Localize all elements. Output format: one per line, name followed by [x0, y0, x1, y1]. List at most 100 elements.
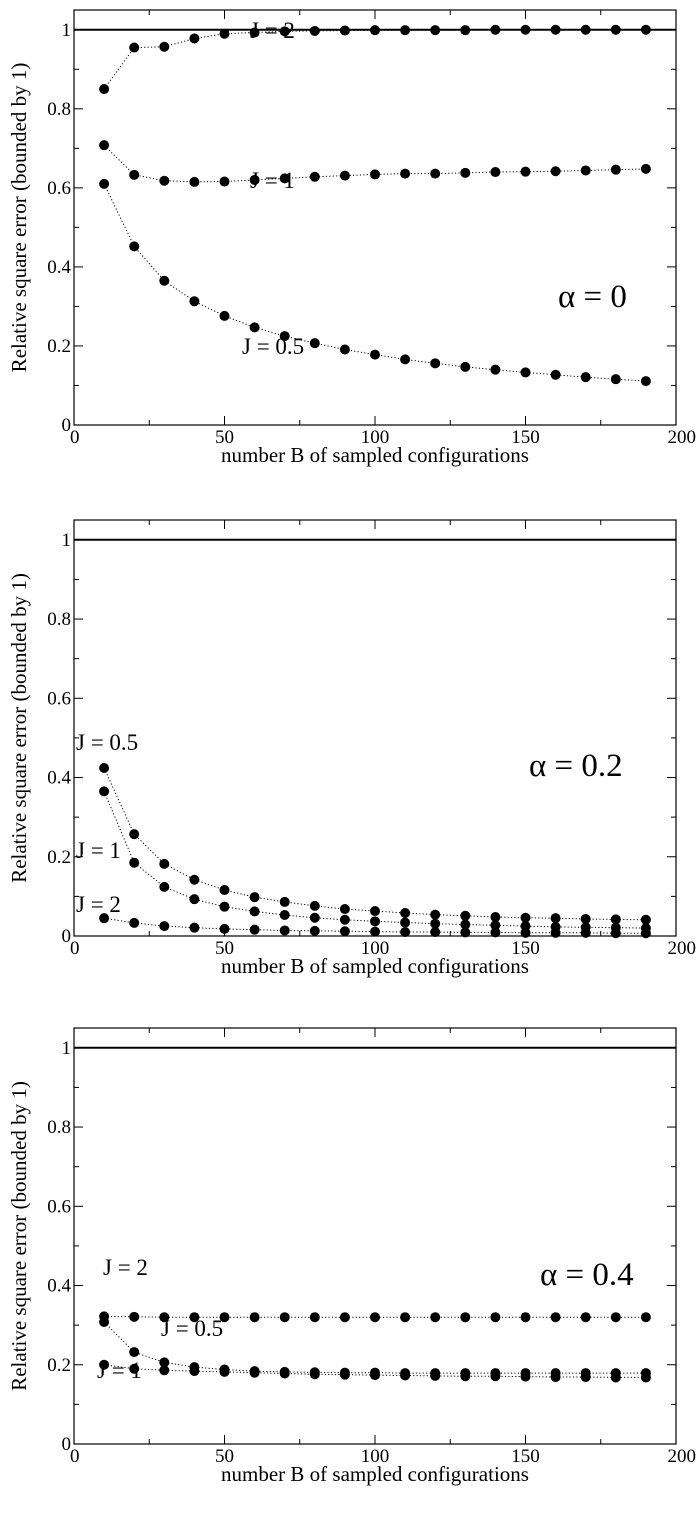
data-point	[370, 1370, 380, 1381]
data-point	[640, 376, 651, 387]
data-point	[370, 349, 380, 360]
alpha-annotation: α = 0.2	[529, 748, 623, 784]
series-line	[103, 29, 646, 90]
series-1: J = 2	[99, 18, 651, 95]
data-point	[219, 310, 230, 321]
data-point	[370, 25, 380, 36]
data-point	[339, 25, 350, 36]
series-3: J = 0.5	[99, 178, 651, 387]
data-point	[490, 927, 501, 938]
data-point	[400, 917, 411, 928]
data-point	[309, 171, 320, 182]
data-point	[460, 910, 471, 921]
data-point	[279, 26, 290, 37]
x-axis-title: number B of sampled configurations	[221, 954, 529, 978]
data-point	[279, 910, 290, 921]
data-point	[520, 1312, 531, 1323]
data-point	[430, 25, 441, 36]
series-label: J = 0.5	[76, 730, 138, 755]
data-point	[189, 33, 200, 44]
y-tick-label: 0.2	[47, 847, 71, 868]
data-point	[159, 881, 170, 892]
data-point	[490, 24, 501, 35]
data-point	[189, 176, 200, 187]
data-point	[490, 1312, 501, 1323]
x-axis-title: number B of sampled configurations	[221, 1462, 529, 1486]
y-axis-title: Relative square error (bounded by 1)	[7, 573, 31, 883]
data-point	[430, 909, 441, 920]
series-label: J = 0.5	[161, 1316, 223, 1341]
x-tick-label: 200	[668, 1446, 697, 1467]
data-point	[219, 901, 230, 912]
data-point	[640, 1312, 651, 1323]
x-tick-label: 150	[511, 427, 540, 448]
data-point	[460, 919, 471, 930]
data-point	[249, 892, 260, 903]
data-point	[520, 166, 531, 177]
series-label: J = 0.5	[242, 334, 304, 359]
data-point	[219, 1366, 230, 1377]
series-1: J = 0.5	[76, 730, 651, 925]
data-point	[279, 1368, 290, 1379]
data-point	[339, 1369, 350, 1380]
data-point	[249, 322, 260, 333]
data-point	[309, 1312, 320, 1323]
plot-frame	[73, 519, 677, 937]
series-2: J = 1	[76, 786, 651, 934]
data-point	[159, 275, 170, 286]
y-tick-label: 0.4	[47, 257, 71, 278]
data-point	[219, 923, 230, 934]
data-point	[129, 1347, 140, 1358]
data-point	[610, 24, 621, 35]
data-point	[640, 928, 651, 939]
plot-frame	[73, 9, 677, 426]
data-point	[279, 331, 290, 342]
data-point	[430, 927, 441, 938]
data-point	[99, 178, 110, 189]
data-point	[610, 164, 621, 175]
data-point	[339, 170, 350, 181]
data-point	[550, 927, 561, 938]
x-tick-label: 100	[361, 1446, 390, 1467]
x-tick-label: 0	[70, 1446, 80, 1467]
data-point	[430, 358, 441, 369]
data-point	[550, 913, 561, 924]
data-point	[580, 927, 591, 938]
x-tick-label: 200	[668, 427, 697, 448]
alpha-annotation: α = 0.4	[540, 1257, 634, 1293]
data-point	[189, 1366, 200, 1377]
data-point	[520, 912, 531, 923]
data-point	[610, 374, 621, 385]
data-point	[99, 84, 110, 95]
data-point	[249, 1367, 260, 1378]
data-point	[610, 1372, 621, 1383]
x-tick-label: 0	[70, 938, 80, 959]
data-point	[219, 885, 230, 896]
data-point	[400, 908, 411, 919]
y-tick-label: 0.2	[47, 1355, 71, 1376]
data-point	[550, 166, 561, 177]
data-point	[99, 140, 110, 151]
data-point	[99, 763, 110, 774]
data-point	[430, 918, 441, 929]
data-point	[580, 1372, 591, 1383]
y-tick-label: 0.4	[47, 768, 71, 789]
data-point	[550, 1312, 561, 1323]
data-point	[610, 928, 621, 939]
data-point	[159, 1365, 170, 1376]
data-point	[490, 364, 501, 375]
series-line	[103, 767, 646, 921]
data-point	[129, 1363, 140, 1374]
series-3: J = 1	[97, 1358, 651, 1383]
data-point	[430, 1312, 441, 1323]
data-point	[309, 912, 320, 923]
x-tick-label: 200	[668, 938, 697, 959]
data-point	[460, 927, 471, 938]
data-point	[129, 857, 140, 868]
data-point	[219, 28, 230, 39]
data-point	[279, 896, 290, 907]
x-axis-title: number B of sampled configurations	[221, 443, 529, 467]
data-point	[400, 1370, 411, 1381]
y-tick-label: 0	[62, 1434, 72, 1455]
